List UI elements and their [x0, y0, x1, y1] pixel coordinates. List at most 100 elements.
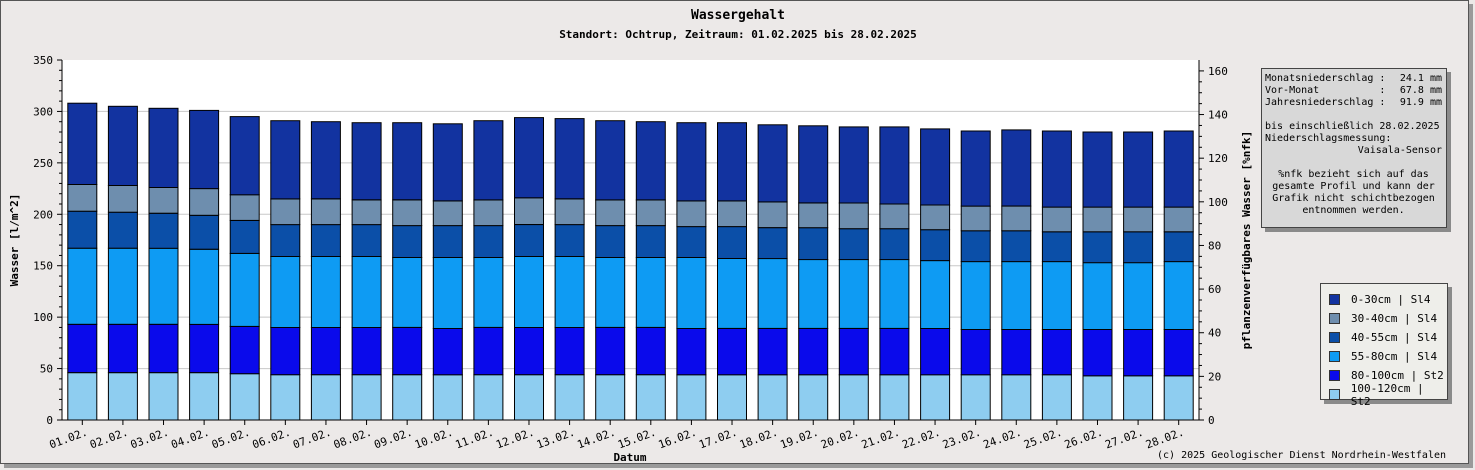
info-until: bis einschließlich 28.02.2025 [1265, 121, 1440, 132]
bar-segment [838, 374, 869, 421]
bar-segment [189, 248, 220, 325]
info-note: %nfk bezieht sich auf das gesamte Profil… [1272, 169, 1435, 216]
bar-segment [838, 126, 869, 204]
bar-segment [595, 326, 626, 376]
y2-tick-label: 0 [1208, 414, 1215, 427]
bar-segment [514, 224, 544, 258]
bar-segment [595, 374, 626, 421]
bar-segment [635, 121, 666, 201]
bar-segment [432, 328, 463, 376]
bar-segment [676, 200, 707, 228]
y-axis-label: Wasser [l/m^2] [8, 194, 21, 287]
bar-segment [107, 105, 138, 186]
x-tick-label: 06.02. [251, 426, 293, 452]
precipitation-info-box: Monatsniederschlag : 24.1 mm Vor-Monat :… [1261, 68, 1447, 228]
x-axis-ticks: 01.02.02.02.03.02.04.02.05.02.06.02.07.0… [48, 420, 1186, 451]
x-axis-label: Datum [613, 451, 646, 464]
bar-segment [595, 257, 626, 328]
bar-segment [1082, 131, 1113, 208]
bar-segment [595, 120, 626, 201]
bar-segment [879, 228, 910, 261]
bar-segment [351, 122, 382, 201]
y-tick-label: 350 [33, 54, 53, 67]
legend-item: 100-120cm | St2 [1329, 382, 1447, 408]
bar-segment [473, 120, 504, 201]
bar-segment [676, 328, 707, 376]
bar-segment [148, 187, 179, 214]
bar-segment [1163, 261, 1194, 331]
bar-segment [879, 203, 910, 230]
bar-segment [554, 326, 585, 376]
axes [61, 60, 1200, 421]
bar-segment [1123, 262, 1154, 331]
bar-segment [432, 200, 463, 227]
bar-segment [148, 107, 179, 188]
bar-segment [798, 259, 829, 329]
bar-segment [1082, 329, 1113, 377]
bar-segment [757, 201, 788, 229]
bar-segment [107, 323, 138, 374]
x-tick-label: 28.02. [1144, 426, 1186, 452]
info-measure-label: Niederschlagsmessung: [1265, 133, 1392, 144]
x-tick-label: 27.02. [1103, 426, 1145, 452]
y-tick-label: 200 [33, 208, 53, 221]
bar-segment [1123, 375, 1154, 421]
bar-segment [392, 326, 423, 376]
bar-segment [676, 257, 707, 329]
bar-segment [554, 198, 585, 226]
bar-segment [635, 199, 666, 227]
bar-segment [960, 230, 991, 263]
bar-segment [1041, 130, 1072, 208]
copyright-text: (c) 2025 Geologischer Dienst Nordrhein-W… [1157, 450, 1446, 461]
bar-segment [473, 257, 504, 328]
bar-segment [879, 126, 910, 205]
info-row-monthly: Monatsniederschlag : 24.1 mm [1265, 73, 1442, 85]
bar-segment [1123, 329, 1154, 377]
bar-segment [351, 224, 382, 258]
bar-segment [67, 323, 98, 374]
bar-segment [1163, 130, 1194, 208]
info-row-previous-month: Vor-Monat : 67.8 mm [1265, 85, 1442, 97]
bar-segment [1001, 329, 1032, 376]
x-tick-label: 09.02. [372, 426, 414, 452]
bar-segment [1041, 231, 1072, 263]
bar-segment [757, 258, 788, 329]
bar-segment [473, 199, 504, 227]
bar-segment [1123, 131, 1154, 208]
bar-segment [351, 256, 382, 328]
bar-segment [229, 252, 260, 327]
bar-segment [1163, 375, 1194, 421]
bar-segment [554, 256, 585, 328]
bar-segment [392, 122, 423, 201]
bar-segment [473, 225, 504, 259]
bar-segment [676, 122, 707, 202]
bar-segment [229, 325, 260, 375]
bar-segment [717, 122, 747, 202]
y2-axis-label: pflanzenverfügbares Wasser [%nfk] [1240, 131, 1253, 350]
x-tick-label: 26.02. [1063, 426, 1105, 452]
chart-title: Wassergehalt [691, 8, 785, 23]
bar-segment [514, 256, 544, 328]
bar-segment [473, 374, 504, 421]
bar-segment [879, 328, 910, 376]
x-tick-label: 21.02. [860, 426, 902, 452]
bar-segment [838, 259, 869, 329]
bar-segment [554, 374, 585, 421]
bar-segment [270, 198, 301, 226]
legend-swatch [1329, 294, 1340, 305]
bar-segment [107, 372, 138, 421]
bar-segment [757, 328, 788, 376]
bar-segment [189, 188, 220, 216]
bar-segment [757, 124, 788, 203]
x-tick-label: 18.02. [738, 426, 780, 452]
bar-segment [229, 220, 260, 254]
info-value: 91.9 mm [1399, 97, 1442, 108]
info-value: 67.8 mm [1399, 85, 1442, 96]
legend-swatch [1329, 313, 1340, 324]
legend-label: 100-120cm | St2 [1350, 381, 1424, 408]
bar-segment [920, 328, 951, 376]
bar-segment [838, 202, 869, 230]
x-tick-label: 22.02. [900, 426, 942, 452]
bar-segment [107, 185, 138, 213]
bar-segment [717, 226, 747, 260]
